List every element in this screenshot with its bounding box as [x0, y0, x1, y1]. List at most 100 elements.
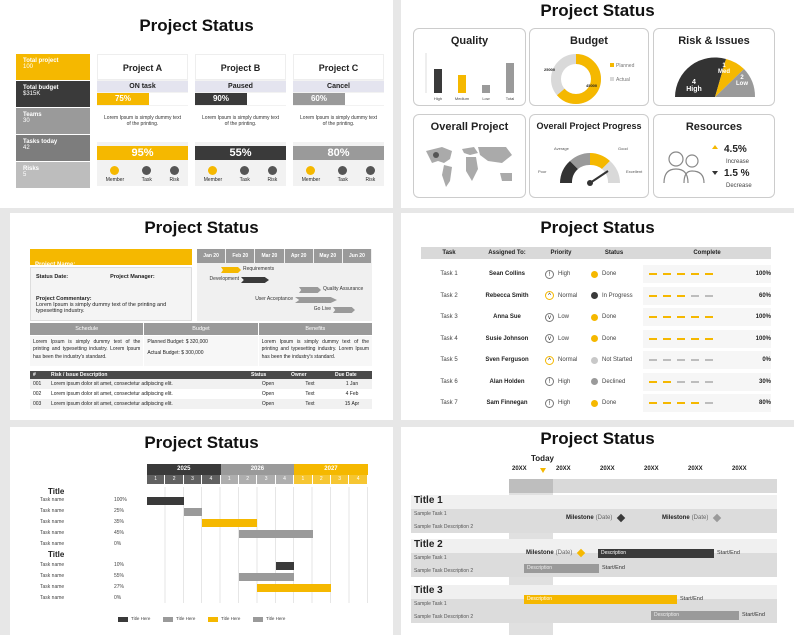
timeline-label: Development	[209, 276, 239, 282]
task-icon	[142, 166, 152, 175]
task-row: Task 4 Susie Johnson v Low Done 100%	[421, 329, 771, 348]
status-dot-icon	[591, 378, 598, 385]
status-dot-icon	[591, 270, 598, 278]
complete-percent: 100%	[755, 335, 771, 342]
complete-percent: 30%	[758, 378, 771, 385]
status-dot-icon	[591, 399, 598, 407]
project-card: Project B Paused 90% Lorem Ipsum is simply …	[195, 54, 286, 186]
task-row: Task 5 Sven Ferguson ^ Normal Not Started 0%	[421, 351, 771, 369]
quarter-header: 4	[349, 475, 367, 484]
slide-status-report: Project Status Project Name: Status Date…	[10, 213, 393, 420]
milestone-label: Milestone	[526, 550, 554, 556]
complete-segment	[691, 402, 699, 404]
task-priority: v Low	[537, 312, 585, 322]
task-name: Task name	[40, 573, 65, 579]
status-label: Not Started	[602, 357, 633, 363]
priority-label: High	[558, 378, 571, 385]
slide-dashboard-projects: Project Status Total project 100 Total bu…	[0, 0, 393, 208]
task-percent: 100%	[114, 497, 127, 503]
table-cell: Open	[261, 381, 275, 387]
complete-percent: 0%	[762, 357, 771, 363]
task-complete: 100%	[643, 265, 771, 283]
description-bar: Description	[524, 564, 599, 573]
quarter-header: 1	[294, 475, 312, 484]
task-status: Declined	[585, 378, 643, 385]
table-cell: 002	[33, 391, 42, 397]
gantt-bar	[257, 584, 331, 592]
quality-bar-chart: High Medium Low Total	[425, 53, 514, 101]
quality-bar	[458, 75, 466, 93]
complete-segment	[705, 337, 713, 340]
complete-segment	[663, 273, 671, 275]
description-bar: Description	[598, 549, 714, 558]
complete-segment	[691, 380, 699, 383]
task-header-cell: Complete	[693, 250, 721, 256]
complete-percent: 80%	[758, 400, 771, 406]
timeline-label: Go Live	[313, 306, 331, 312]
project-progress-fill: 90%	[195, 93, 247, 105]
timeline-month: May 20	[313, 249, 342, 263]
icon-member: Member	[106, 166, 124, 183]
icon-task: Task	[240, 166, 250, 183]
complete-segments	[649, 359, 745, 361]
project-progress-fill: 60%	[293, 93, 345, 105]
timeline-month: Jan 20	[197, 249, 226, 263]
complete-segment	[649, 294, 657, 297]
start-end-label: Start/End	[680, 596, 703, 602]
milestone: Milestone (Date)	[662, 513, 722, 523]
year-header: 2026	[220, 464, 295, 475]
complete-segment	[705, 316, 713, 318]
quarter-header: 1	[220, 475, 238, 484]
task-percent: 10%	[114, 562, 125, 568]
table-cell: 001	[33, 381, 42, 387]
summary-body: Lorem Ipsum is simply dummy text of the …	[30, 336, 372, 366]
status-label: Done	[602, 271, 617, 277]
table-cell: Lorem ipsum dolor sit amet, consectetur …	[51, 381, 173, 387]
quarter-header: 3	[331, 475, 349, 484]
timeline-bar	[241, 277, 269, 283]
table-header-cell: Risk / Issue Description	[51, 372, 108, 378]
gantt-bar	[183, 508, 203, 516]
task-name: Task name	[40, 508, 65, 514]
budget-donut-chart	[551, 54, 601, 104]
complete-segment	[677, 402, 685, 404]
icon-member: Member	[302, 166, 320, 183]
description-bar: Description	[651, 611, 739, 620]
status-dot-icon	[591, 292, 598, 299]
table-row: 002 Lorem ipsum dolor sit amet, consectet…	[30, 389, 372, 399]
gantt-bar	[147, 497, 184, 505]
people-icon	[663, 151, 705, 184]
legend-swatch	[118, 617, 128, 622]
milestone-date: (Date)	[555, 550, 573, 556]
risk-semi-pie	[675, 57, 756, 97]
complete-percent: 100%	[755, 314, 771, 320]
icon-risk: Risk	[365, 166, 375, 183]
project-status: Paused	[195, 81, 286, 92]
complete-segment	[663, 337, 671, 340]
icon-label: Member	[203, 177, 223, 183]
complete-segment	[677, 380, 685, 383]
table-cell: Text	[305, 381, 315, 387]
lane-subtask: Sample Task Description 2	[414, 568, 474, 574]
page-title: Project Status	[144, 218, 259, 237]
priority-label: High	[558, 400, 571, 406]
task-priority: ^ Normal	[537, 291, 585, 300]
milestone: Milestone (Date)	[526, 548, 586, 558]
project-big-percent: 95%	[97, 146, 188, 160]
task-name: Task name	[40, 584, 65, 590]
complete-segment	[691, 316, 699, 318]
quality-bar	[482, 85, 490, 93]
project-icon-row: Member Task Risk	[293, 166, 384, 183]
complete-segment	[691, 273, 699, 275]
chevron-up-icon: ^	[545, 355, 554, 365]
project-name: Project C	[293, 54, 384, 80]
lane-subtask: Sample Task 1	[414, 555, 447, 561]
table-cell: Open	[261, 401, 275, 407]
table-header-cell: Due Date	[335, 372, 357, 378]
task-percent: 35%	[114, 519, 125, 525]
complete-segment	[649, 402, 657, 404]
quarter-header: 2	[165, 475, 183, 484]
risk-table: # Risk / Issue Description Status Owner Due …	[30, 371, 372, 409]
complete-segment	[649, 380, 657, 383]
task-priority: v Low	[537, 334, 585, 343]
